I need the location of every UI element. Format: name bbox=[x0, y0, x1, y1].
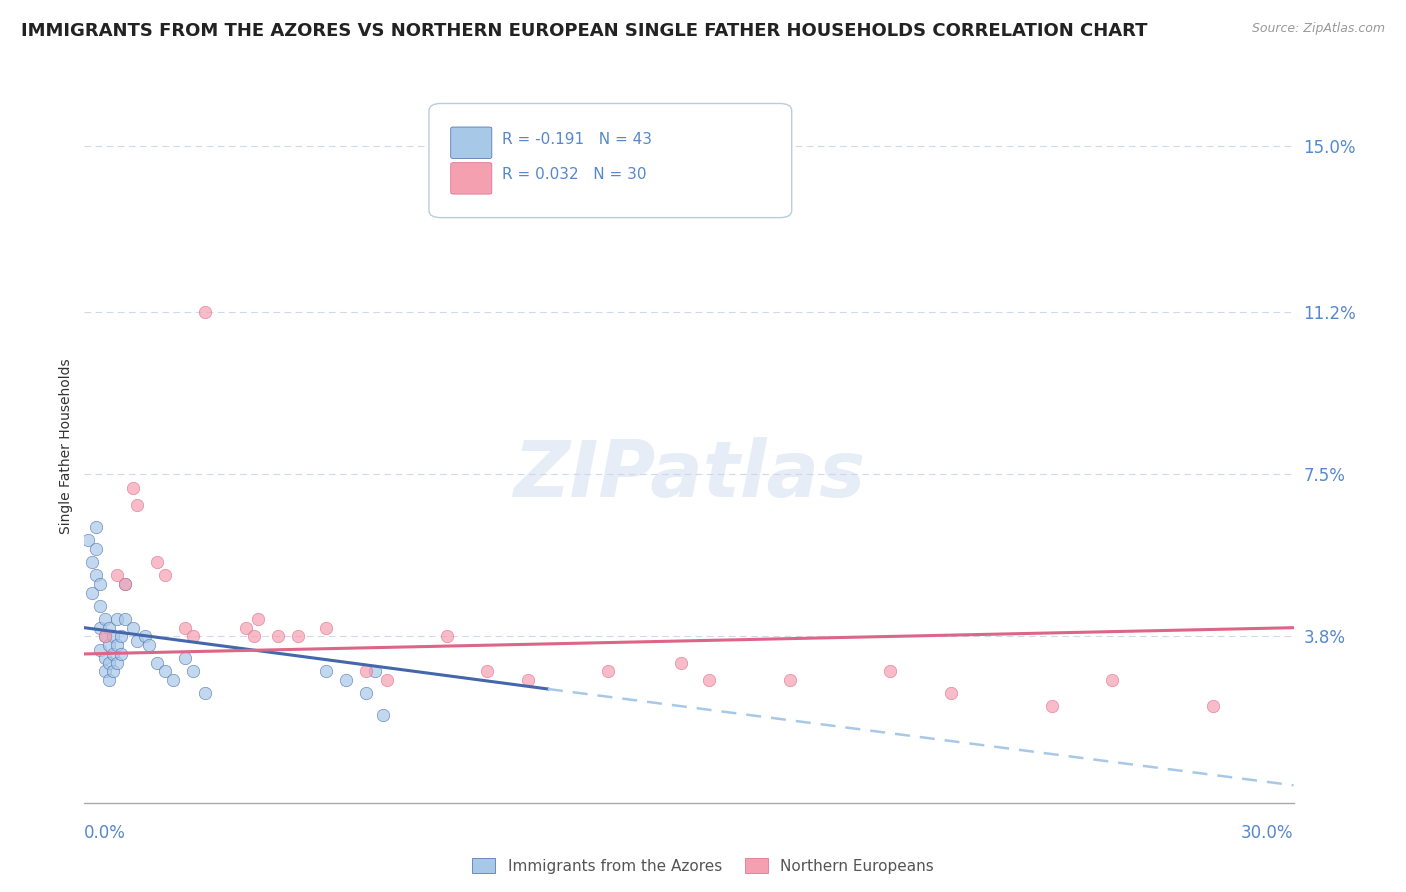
Point bbox=[194, 686, 217, 700]
Point bbox=[371, 708, 394, 723]
Point bbox=[939, 686, 962, 700]
Point bbox=[879, 665, 901, 679]
Text: IMMIGRANTS FROM THE AZORES VS NORTHERN EUROPEAN SINGLE FATHER HOUSEHOLDS CORRELA: IMMIGRANTS FROM THE AZORES VS NORTHERN E… bbox=[21, 22, 1147, 40]
Point bbox=[669, 656, 692, 670]
Point bbox=[138, 638, 160, 652]
Point bbox=[363, 665, 385, 679]
Point bbox=[335, 673, 357, 688]
Point bbox=[101, 629, 124, 643]
Point bbox=[110, 629, 132, 643]
Point bbox=[436, 629, 458, 643]
Point bbox=[242, 629, 264, 643]
Point bbox=[101, 665, 124, 679]
Point bbox=[114, 577, 136, 591]
Point bbox=[235, 621, 257, 635]
Point bbox=[121, 621, 143, 635]
Point bbox=[114, 612, 136, 626]
Point bbox=[105, 638, 128, 652]
Point bbox=[315, 621, 337, 635]
Point bbox=[315, 665, 337, 679]
Point bbox=[93, 665, 115, 679]
Point bbox=[93, 651, 115, 665]
Point bbox=[93, 629, 115, 643]
Point bbox=[89, 621, 111, 635]
Point bbox=[77, 533, 100, 548]
Text: ZIPatlas: ZIPatlas bbox=[513, 436, 865, 513]
Point bbox=[82, 585, 104, 599]
Point bbox=[246, 612, 269, 626]
Point bbox=[162, 673, 184, 688]
Point bbox=[101, 647, 124, 661]
Point bbox=[114, 577, 136, 591]
Point bbox=[105, 612, 128, 626]
Legend: Immigrants from the Azores, Northern Europeans: Immigrants from the Azores, Northern Eur… bbox=[467, 852, 939, 880]
Point bbox=[181, 629, 204, 643]
Point bbox=[121, 481, 143, 495]
Point bbox=[89, 599, 111, 613]
Point bbox=[779, 673, 801, 688]
Point bbox=[93, 629, 115, 643]
Point bbox=[125, 633, 148, 648]
Point bbox=[93, 612, 115, 626]
Text: R = 0.032   N = 30: R = 0.032 N = 30 bbox=[502, 168, 645, 182]
Point bbox=[598, 665, 620, 679]
Point bbox=[174, 651, 197, 665]
Text: R = -0.191   N = 43: R = -0.191 N = 43 bbox=[502, 132, 651, 146]
Point bbox=[146, 656, 169, 670]
Point bbox=[153, 568, 176, 582]
Point bbox=[89, 642, 111, 657]
Text: Source: ZipAtlas.com: Source: ZipAtlas.com bbox=[1251, 22, 1385, 36]
Point bbox=[477, 665, 499, 679]
Point bbox=[125, 498, 148, 512]
Point bbox=[1040, 699, 1063, 714]
Point bbox=[181, 665, 204, 679]
FancyBboxPatch shape bbox=[451, 127, 492, 159]
Point bbox=[146, 555, 169, 569]
Point bbox=[97, 673, 120, 688]
Point bbox=[1101, 673, 1123, 688]
Text: 30.0%: 30.0% bbox=[1241, 824, 1294, 842]
Point bbox=[356, 686, 378, 700]
Point bbox=[97, 656, 120, 670]
Point bbox=[82, 555, 104, 569]
Point bbox=[89, 577, 111, 591]
Y-axis label: Single Father Households: Single Father Households bbox=[59, 359, 73, 533]
Text: 0.0%: 0.0% bbox=[84, 824, 127, 842]
FancyBboxPatch shape bbox=[451, 162, 492, 194]
Point bbox=[375, 673, 398, 688]
Point bbox=[134, 629, 156, 643]
Point bbox=[174, 621, 197, 635]
Point bbox=[356, 665, 378, 679]
Point bbox=[110, 647, 132, 661]
Point bbox=[194, 305, 217, 319]
Point bbox=[287, 629, 309, 643]
Point bbox=[86, 541, 108, 556]
Point bbox=[153, 665, 176, 679]
Point bbox=[86, 520, 108, 534]
Point bbox=[97, 621, 120, 635]
Point bbox=[105, 568, 128, 582]
Point bbox=[1202, 699, 1225, 714]
Point bbox=[267, 629, 290, 643]
Point bbox=[105, 656, 128, 670]
Point bbox=[97, 638, 120, 652]
Point bbox=[697, 673, 720, 688]
Point bbox=[516, 673, 538, 688]
Point bbox=[86, 568, 108, 582]
FancyBboxPatch shape bbox=[429, 103, 792, 218]
